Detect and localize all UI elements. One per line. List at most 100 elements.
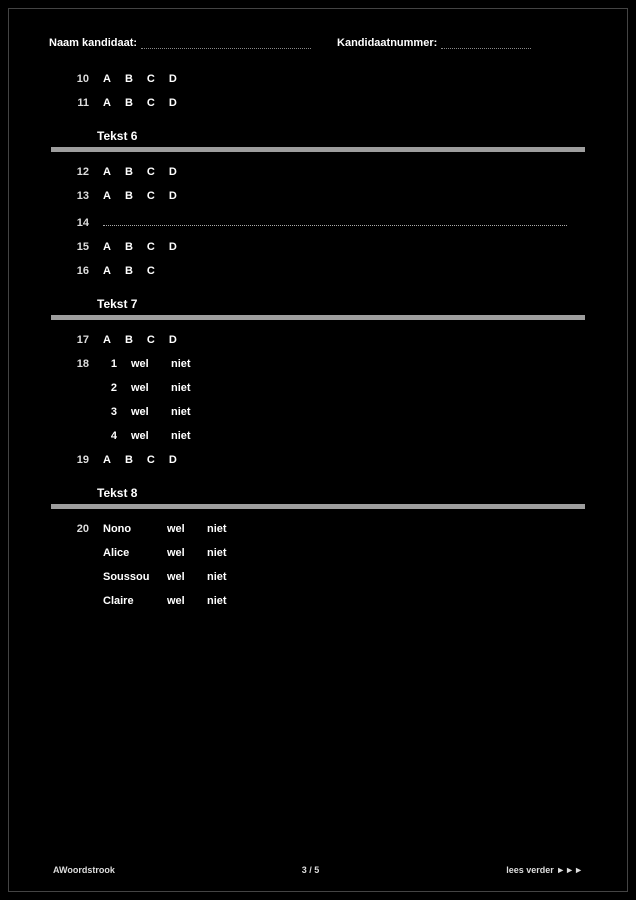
option-wel[interactable]: wel bbox=[167, 523, 193, 535]
choice-d[interactable]: D bbox=[169, 73, 177, 85]
question-row: 16 A B C bbox=[69, 259, 567, 283]
question-number: 15 bbox=[69, 241, 89, 253]
choice-b[interactable]: B bbox=[125, 334, 133, 346]
question-row: 19 A B C D bbox=[69, 448, 567, 472]
question-number: 19 bbox=[69, 454, 89, 466]
choice-c[interactable]: C bbox=[147, 97, 155, 109]
choice-d[interactable]: D bbox=[169, 454, 177, 466]
question-row: 12 A B C D bbox=[69, 160, 567, 184]
question-row-welnie-name: Soussou wel niet bbox=[69, 565, 567, 589]
question-row-welnie: 3 wel niet bbox=[69, 400, 567, 424]
section-title: Tekst 7 bbox=[69, 283, 567, 315]
answer-sheet-page: Naam kandidaat: Kandidaatnummer: 10ABCD1… bbox=[8, 8, 628, 892]
choice-d[interactable]: D bbox=[169, 334, 177, 346]
question-row-welnie: 4 wel niet bbox=[69, 424, 567, 448]
choice-d[interactable]: D bbox=[169, 241, 177, 253]
question-number: 11 bbox=[69, 97, 89, 109]
content: 10ABCD11ABCD Tekst 612ABCD13ABCD1415ABCD… bbox=[9, 57, 627, 613]
option-niet[interactable]: niet bbox=[207, 547, 233, 559]
choice-b[interactable]: B bbox=[125, 190, 133, 202]
section-divider bbox=[51, 315, 585, 320]
sub-number: 1 bbox=[103, 358, 117, 370]
question-number: 17 bbox=[69, 334, 89, 346]
section-title: Tekst 8 bbox=[69, 472, 567, 504]
page-header: Naam kandidaat: Kandidaatnummer: bbox=[9, 9, 627, 57]
question-number: 13 bbox=[69, 190, 89, 202]
section-divider bbox=[51, 504, 585, 509]
page-footer: AWoordstrook 3 / 5 lees verder ►►► bbox=[9, 865, 627, 875]
choice-c[interactable]: C bbox=[147, 190, 155, 202]
choice-a[interactable]: A bbox=[103, 166, 111, 178]
section-title: Tekst 6 bbox=[69, 115, 567, 147]
option-wel[interactable]: wel bbox=[167, 571, 193, 583]
row-name: Soussou bbox=[103, 571, 153, 583]
choice-a[interactable]: A bbox=[103, 190, 111, 202]
question-row: 17 A B C D bbox=[69, 328, 567, 352]
name-blank[interactable] bbox=[141, 39, 311, 49]
row-name: Claire bbox=[103, 595, 153, 607]
footer-left: AWoordstrook bbox=[53, 865, 115, 875]
question-row-blank: 14 bbox=[69, 208, 567, 235]
option-niet[interactable]: niet bbox=[207, 595, 233, 607]
answer-blank[interactable] bbox=[103, 218, 567, 226]
number-blank[interactable] bbox=[441, 39, 531, 49]
choice-c[interactable]: C bbox=[147, 241, 155, 253]
choice-a[interactable]: A bbox=[103, 97, 111, 109]
sub-number: 4 bbox=[103, 430, 117, 442]
footer-right: lees verder ►►► bbox=[506, 865, 583, 875]
question-row-welnie-name: Claire wel niet bbox=[69, 589, 567, 613]
choice-b[interactable]: B bbox=[125, 97, 133, 109]
question-number: 16 bbox=[69, 265, 89, 277]
option-wel[interactable]: wel bbox=[167, 547, 193, 559]
choice-b[interactable]: B bbox=[125, 265, 133, 277]
choice-a[interactable]: A bbox=[103, 73, 111, 85]
choice-d[interactable]: D bbox=[169, 97, 177, 109]
choice-c[interactable]: C bbox=[147, 334, 155, 346]
choice-c[interactable]: C bbox=[147, 454, 155, 466]
choice-c[interactable]: C bbox=[147, 166, 155, 178]
choice-d[interactable]: D bbox=[169, 166, 177, 178]
option-niet[interactable]: niet bbox=[207, 523, 233, 535]
option-wel[interactable]: wel bbox=[131, 382, 157, 394]
choice-a[interactable]: A bbox=[103, 265, 111, 277]
name-label: Naam kandidaat: bbox=[49, 37, 137, 49]
choice-b[interactable]: B bbox=[125, 241, 133, 253]
choice-c[interactable]: C bbox=[147, 265, 155, 277]
choice-b[interactable]: B bbox=[125, 166, 133, 178]
option-wel[interactable]: wel bbox=[131, 406, 157, 418]
choice-d[interactable]: D bbox=[169, 190, 177, 202]
question-number: 12 bbox=[69, 166, 89, 178]
row-name: Nono bbox=[103, 523, 153, 535]
choice-a[interactable]: A bbox=[103, 454, 111, 466]
option-niet[interactable]: niet bbox=[171, 430, 197, 442]
row-name: Alice bbox=[103, 547, 153, 559]
question-row-welnie-name: 20 Nono wel niet bbox=[69, 517, 567, 541]
choice-a[interactable]: A bbox=[103, 241, 111, 253]
question-row: 10 A B C D bbox=[69, 67, 567, 91]
option-wel[interactable]: wel bbox=[131, 430, 157, 442]
question-row: 13 A B C D bbox=[69, 184, 567, 208]
sub-number: 2 bbox=[103, 382, 117, 394]
question-number: 20 bbox=[69, 523, 89, 535]
choice-b[interactable]: B bbox=[125, 454, 133, 466]
question-row-welnie: 2 wel niet bbox=[69, 376, 567, 400]
option-niet[interactable]: niet bbox=[171, 358, 197, 370]
choice-b[interactable]: B bbox=[125, 73, 133, 85]
sub-number: 3 bbox=[103, 406, 117, 418]
section-divider bbox=[51, 147, 585, 152]
question-number: 18 bbox=[69, 358, 89, 370]
option-niet[interactable]: niet bbox=[171, 406, 197, 418]
choice-c[interactable]: C bbox=[147, 73, 155, 85]
number-label: Kandidaatnummer: bbox=[337, 37, 437, 49]
question-row: 15 A B C D bbox=[69, 235, 567, 259]
question-row-welnie: 18 1 wel niet bbox=[69, 352, 567, 376]
question-row: 11 A B C D bbox=[69, 91, 567, 115]
footer-center: 3 / 5 bbox=[302, 865, 320, 875]
option-niet[interactable]: niet bbox=[207, 571, 233, 583]
option-wel[interactable]: wel bbox=[167, 595, 193, 607]
option-wel[interactable]: wel bbox=[131, 358, 157, 370]
question-number: 14 bbox=[69, 217, 89, 229]
option-niet[interactable]: niet bbox=[171, 382, 197, 394]
question-number: 10 bbox=[69, 73, 89, 85]
choice-a[interactable]: A bbox=[103, 334, 111, 346]
